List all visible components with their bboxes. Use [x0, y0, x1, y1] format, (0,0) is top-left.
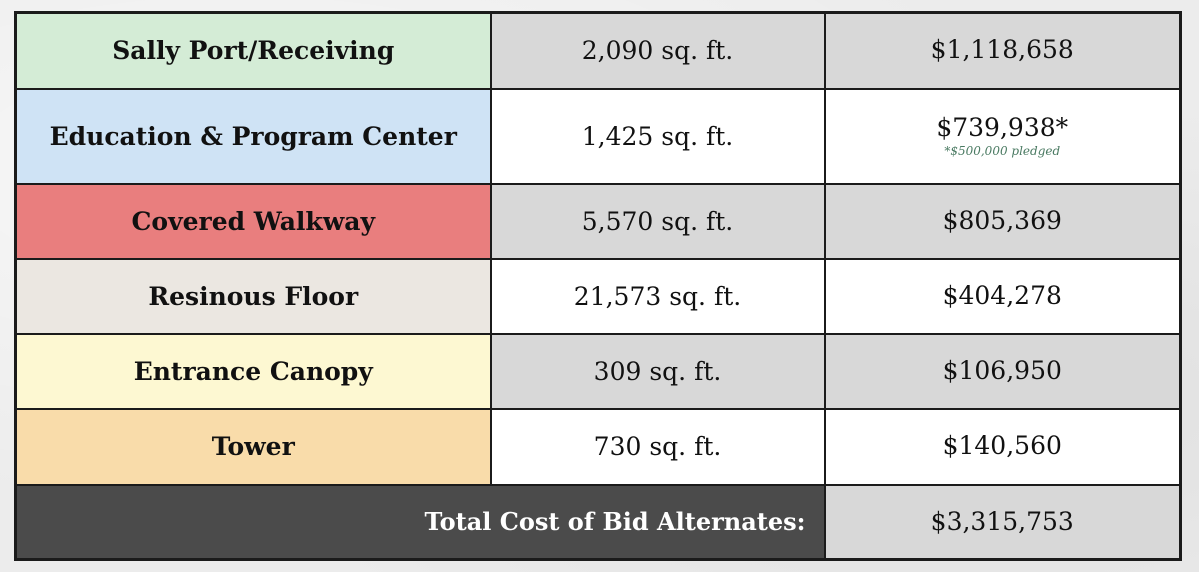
row-cost-value: $106,950 [942, 355, 1062, 385]
row-cost: $404,278 [823, 257, 1182, 335]
table-row: Tower 730 sq. ft. $140,560 [14, 407, 1182, 486]
row-name: Covered Walkway [14, 182, 492, 260]
table-row: Education & Program Center 1,425 sq. ft.… [14, 87, 1182, 185]
row-cost: $739,938* *$500,000 pledged [823, 87, 1182, 185]
row-area: 21,573 sq. ft. [489, 257, 826, 335]
row-cost-footnote: *$500,000 pledged [944, 144, 1061, 159]
row-name: Education & Program Center [14, 87, 492, 185]
total-label: Total Cost of Bid Alternates: [14, 483, 826, 561]
table-row: Entrance Canopy 309 sq. ft. $106,950 [14, 332, 1182, 410]
bid-alternates-table: Sally Port/Receiving 2,090 sq. ft. $1,11… [14, 11, 1182, 561]
row-name: Entrance Canopy [14, 332, 492, 410]
row-cost: $1,118,658 [823, 11, 1182, 90]
row-name: Sally Port/Receiving [14, 11, 492, 90]
row-cost: $805,369 [823, 182, 1182, 260]
row-area: 1,425 sq. ft. [489, 87, 826, 185]
table-row: Sally Port/Receiving 2,090 sq. ft. $1,11… [14, 11, 1182, 90]
row-area: 309 sq. ft. [489, 332, 826, 410]
row-cost-value: $404,278 [942, 280, 1062, 310]
row-name: Tower [14, 407, 492, 486]
row-area: 5,570 sq. ft. [489, 182, 826, 260]
row-cost-value: $140,560 [942, 431, 1062, 461]
row-cost-value: $739,938* [936, 112, 1069, 142]
row-name: Resinous Floor [14, 257, 492, 335]
row-cost: $106,950 [823, 332, 1182, 410]
row-cost-value: $1,118,658 [930, 35, 1074, 65]
row-cost: $140,560 [823, 407, 1182, 486]
total-row: Total Cost of Bid Alternates: $3,315,753 [14, 483, 1182, 561]
table-row: Resinous Floor 21,573 sq. ft. $404,278 [14, 257, 1182, 335]
table-row: Covered Walkway 5,570 sq. ft. $805,369 [14, 182, 1182, 260]
total-value: $3,315,753 [823, 483, 1182, 561]
row-cost-value: $805,369 [942, 205, 1062, 235]
row-area: 730 sq. ft. [489, 407, 826, 486]
row-area: 2,090 sq. ft. [489, 11, 826, 90]
